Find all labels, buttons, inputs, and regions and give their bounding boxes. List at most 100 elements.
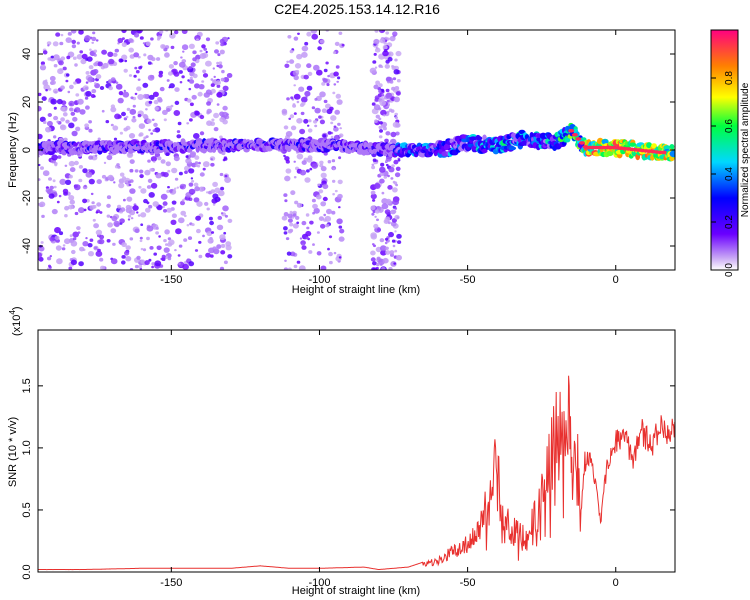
heatmap-cell	[91, 201, 95, 205]
heatmap-cell	[58, 60, 64, 66]
heatmap-cell	[337, 122, 341, 126]
heatmap-cell	[191, 94, 197, 100]
heatmap-cell	[65, 179, 72, 185]
heatmap-cell	[218, 190, 225, 197]
heatmap-cell	[96, 202, 102, 207]
heatmap-cell	[290, 251, 296, 257]
heatmap-cell	[174, 87, 180, 92]
heatmap-cell	[186, 258, 190, 262]
heatmap-cell	[75, 93, 80, 97]
heatmap-cell	[59, 124, 67, 131]
heatmap-cell	[286, 251, 292, 256]
heatmap-cell	[571, 133, 578, 137]
heatmap-cell	[469, 136, 477, 141]
heatmap-cell	[130, 96, 134, 100]
heatmap-cell	[95, 211, 99, 214]
heatmap-cell	[78, 178, 83, 183]
y-tick-label: 20	[21, 96, 33, 108]
heatmap-cell	[296, 202, 303, 208]
heatmap-cell	[108, 152, 111, 155]
heatmap-cell	[97, 137, 101, 141]
heatmap-cell	[186, 98, 192, 103]
heatmap-cell	[318, 115, 322, 119]
heatmap-cell	[140, 223, 144, 226]
heatmap-cell	[138, 133, 142, 137]
heatmap-cell	[60, 56, 66, 61]
heatmap-cell	[167, 169, 171, 173]
heatmap-cell	[199, 49, 203, 53]
heatmap-cell	[88, 155, 94, 160]
spectrogram-panel: -150 -100 -50 0 -40 -20 0 20 40 Height of strai…	[7, 29, 676, 296]
heatmap-cell	[373, 84, 379, 90]
heatmap-cell	[306, 169, 310, 173]
heatmap-cell	[117, 37, 124, 44]
heatmap-cell	[314, 107, 321, 114]
heatmap-cell	[380, 65, 384, 68]
heatmap-cell	[188, 182, 194, 187]
heatmap-cell	[159, 86, 165, 92]
heatmap-cell	[113, 181, 116, 184]
heatmap-cell	[385, 92, 393, 99]
heatmap-cell	[338, 206, 341, 209]
heatmap-cell	[92, 31, 96, 35]
heatmap-cell	[185, 158, 192, 164]
heatmap-cell	[41, 64, 45, 67]
heatmap-cell	[123, 68, 128, 73]
heatmap-cell	[139, 236, 143, 240]
heatmap-cell	[181, 44, 189, 51]
heatmap-cell	[210, 189, 216, 194]
heatmap-cell	[287, 229, 293, 234]
heatmap-cell	[120, 207, 126, 212]
heatmap-cell	[339, 127, 343, 130]
heatmap-cell	[147, 178, 153, 183]
heatmap-cell	[380, 249, 387, 256]
heatmap-cell	[379, 238, 385, 243]
heatmap-cell	[333, 125, 337, 128]
heatmap-cell	[58, 231, 64, 236]
heatmap-cell	[220, 250, 226, 255]
heatmap-cell	[220, 42, 225, 47]
heatmap-cell	[182, 50, 185, 53]
heatmap-cell	[38, 163, 41, 167]
heatmap-cell	[42, 50, 48, 55]
heatmap-cell	[64, 205, 70, 211]
heatmap-cell	[142, 93, 149, 99]
heatmap-cell	[293, 264, 298, 269]
heatmap-cell	[140, 259, 146, 264]
heatmap-cell	[219, 49, 225, 55]
heatmap-cell	[129, 159, 135, 165]
heatmap-cell	[215, 80, 221, 86]
heatmap-cell	[101, 49, 107, 55]
heatmap-cell	[96, 179, 102, 185]
heatmap-cell	[174, 100, 180, 105]
snr-line-layer	[38, 375, 675, 571]
heatmap-cell	[396, 79, 401, 83]
heatmap-cell	[296, 221, 300, 225]
heatmap-cell	[48, 99, 51, 103]
heatmap-cell	[380, 109, 387, 116]
heatmap-cell	[155, 231, 160, 235]
heatmap-cell	[508, 146, 517, 151]
heatmap-cell	[188, 188, 196, 195]
heatmap-cell	[154, 106, 159, 111]
heatmap-cell	[162, 205, 165, 209]
heatmap-cell	[116, 163, 120, 167]
heatmap-cell	[385, 156, 392, 162]
heatmap-cell	[38, 133, 43, 140]
snr-multiplier-close: )	[11, 306, 23, 310]
heatmap-cell	[325, 103, 331, 109]
heatmap-cell	[220, 212, 224, 215]
heatmap-cell	[118, 58, 124, 63]
heatmap-cell	[381, 191, 385, 195]
heatmap-cell	[192, 50, 197, 55]
heatmap-cell	[210, 78, 214, 81]
heatmap-cell	[333, 83, 337, 86]
heatmap-cell	[323, 213, 327, 217]
heatmap-cell	[77, 231, 81, 234]
heatmap-cell	[40, 61, 46, 66]
heatmap-cell	[381, 266, 386, 270]
heatmap-cell	[326, 208, 332, 215]
heatmap-cell	[301, 51, 308, 58]
heatmap-cell	[90, 94, 96, 98]
heatmap-cell	[338, 256, 342, 259]
